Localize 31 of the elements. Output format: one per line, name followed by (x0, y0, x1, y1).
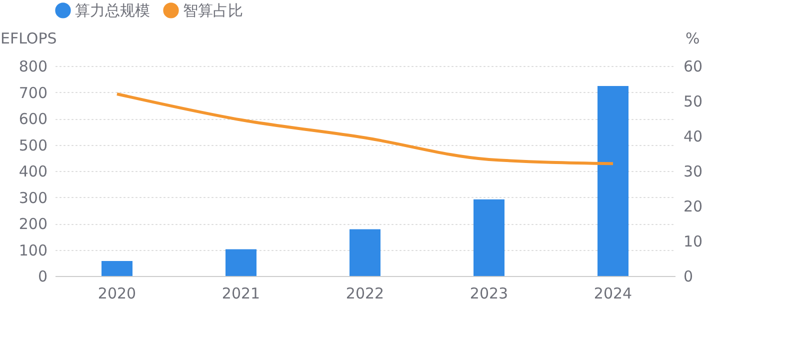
y-tick-label: 100 (18, 241, 48, 260)
bar (102, 261, 132, 276)
bar (474, 199, 504, 276)
y-tick-label: 0 (38, 268, 48, 286)
y2-tick-label: 30 (684, 162, 703, 180)
y-tick-label: 400 (18, 162, 48, 180)
legend-label: 智算占比 (183, 1, 243, 20)
legend-label: 算力总规模 (75, 1, 150, 20)
y2-axis-title: % (686, 30, 700, 48)
x-tick-label: 2024 (594, 284, 632, 302)
y-tick-label: 700 (18, 84, 48, 102)
y-tick-label: 300 (18, 188, 48, 207)
y-tick-label: 200 (18, 215, 48, 233)
line-series (116, 92, 614, 166)
y2-tick-label: 50 (684, 92, 703, 110)
y-tick-label: 600 (18, 110, 48, 128)
y2-tick-label: 40 (684, 128, 703, 146)
bar (226, 249, 256, 276)
x-tick-label: 2020 (98, 284, 136, 302)
y2-tick-label: 60 (684, 58, 703, 76)
x-tick-label: 2021 (222, 284, 260, 302)
y2-tick-label: 20 (684, 198, 703, 216)
bar (598, 86, 628, 276)
y2-tick-label: 10 (684, 232, 703, 250)
x-tick-label: 2022 (346, 284, 384, 302)
x-tick-label: 2023 (470, 284, 508, 302)
y-tick-label: 500 (18, 136, 48, 154)
y-axis-title: EFLOPS (0, 30, 57, 48)
y-tick-label: 800 (18, 58, 48, 76)
bar (350, 229, 380, 276)
y2-tick-label: 0 (684, 268, 694, 286)
